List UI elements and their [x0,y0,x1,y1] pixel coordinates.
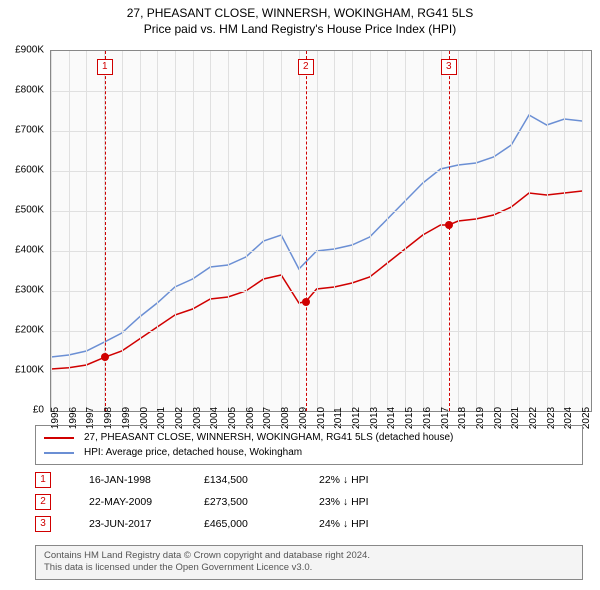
gridline-v [122,51,123,411]
marker-dot [302,298,310,306]
plot-region: 1 2 3 [50,50,592,412]
gridline-v [370,51,371,411]
gridline-v [299,51,300,411]
gridline-v [157,51,158,411]
line-series-svg [51,51,591,411]
legend-item-2: HPI: Average price, detached house, Woki… [44,445,574,460]
legend-label-1: 27, PHEASANT CLOSE, WINNERSH, WOKINGHAM,… [84,432,453,443]
gridline-v [564,51,565,411]
gridline-v [334,51,335,411]
gridline-v [140,51,141,411]
gridline-h [51,251,591,252]
gridline-v [175,51,176,411]
legend-swatch-1 [44,437,74,439]
gridline-v [494,51,495,411]
gridline-v [547,51,548,411]
legend-box: 27, PHEASANT CLOSE, WINNERSH, WOKINGHAM,… [35,425,583,465]
gridline-v [51,51,52,411]
gridline-h [51,131,591,132]
sales-table: 1 16-JAN-1998£134,50022% ↓ HPI 2 22-MAY-200… [35,470,575,536]
gridline-v [582,51,583,411]
gridline-v [317,51,318,411]
legend-item-1: 27, PHEASANT CLOSE, WINNERSH, WOKINGHAM,… [44,430,574,445]
gridline-h [51,211,591,212]
footer-box: Contains HM Land Registry data © Crown c… [35,545,583,580]
gridline-v [352,51,353,411]
gridline-v [69,51,70,411]
sales-date: 22-MAY-2009 [89,496,204,508]
gridline-v [387,51,388,411]
y-axis-label: £900K [15,45,44,56]
footer-line1: Contains HM Land Registry data © Crown c… [44,550,574,562]
y-axis-label: £300K [15,285,44,296]
title-line2: Price paid vs. HM Land Registry's House … [0,22,600,38]
legend-label-2: HPI: Average price, detached house, Woki… [84,447,302,458]
sales-price: £134,500 [204,474,319,486]
sales-row: 3 23-JUN-2017£465,00024% ↓ HPI [35,514,575,534]
sales-price: £465,000 [204,518,319,530]
sales-date: 23-JUN-2017 [89,518,204,530]
sales-hpi: 24% ↓ HPI [319,518,419,530]
sales-hpi: 23% ↓ HPI [319,496,419,508]
footer-line2: This data is licensed under the Open Gov… [44,562,574,574]
marker-box: 3 [441,59,457,75]
chart-title: 27, PHEASANT CLOSE, WINNERSH, WOKINGHAM,… [0,0,600,37]
y-axis-label: £400K [15,245,44,256]
y-axis-label: £800K [15,85,44,96]
gridline-h [51,371,591,372]
gridline-h [51,331,591,332]
marker-dot [445,221,453,229]
y-axis-label: £500K [15,205,44,216]
gridline-v [86,51,87,411]
gridline-v [193,51,194,411]
gridline-v [476,51,477,411]
y-axis-label: £100K [15,365,44,376]
gridline-v [210,51,211,411]
marker-dot [101,353,109,361]
gridline-v [228,51,229,411]
y-axis-label: £0 [33,405,44,416]
y-axis-label: £700K [15,125,44,136]
gridline-v [458,51,459,411]
gridline-v [529,51,530,411]
gridline-v [263,51,264,411]
sales-price: £273,500 [204,496,319,508]
legend-swatch-2 [44,452,74,454]
gridline-h [51,291,591,292]
sales-row: 1 16-JAN-1998£134,50022% ↓ HPI [35,470,575,490]
chart-container: 27, PHEASANT CLOSE, WINNERSH, WOKINGHAM,… [0,0,600,590]
sales-date: 16-JAN-1998 [89,474,204,486]
gridline-v [246,51,247,411]
gridline-v [441,51,442,411]
y-axis-label: £200K [15,325,44,336]
gridline-v [423,51,424,411]
chart-area: 123 £0£100K£200K£300K£400K£500K£600K£700… [50,50,590,410]
sales-hpi: 22% ↓ HPI [319,474,419,486]
gridline-h [51,91,591,92]
marker-box: 2 [298,59,314,75]
gridline-v [511,51,512,411]
gridline-v [405,51,406,411]
sales-marker-box: 3 [35,516,51,532]
marker-dashed-line [306,51,307,411]
sales-marker-box: 1 [35,472,51,488]
marker-dashed-line [449,51,450,411]
marker-box: 1 [97,59,113,75]
title-line1: 27, PHEASANT CLOSE, WINNERSH, WOKINGHAM,… [0,6,600,22]
sales-row: 2 22-MAY-2009£273,50023% ↓ HPI [35,492,575,512]
sales-marker-box: 2 [35,494,51,510]
gridline-h [51,171,591,172]
y-axis-label: £600K [15,165,44,176]
gridline-v [281,51,282,411]
